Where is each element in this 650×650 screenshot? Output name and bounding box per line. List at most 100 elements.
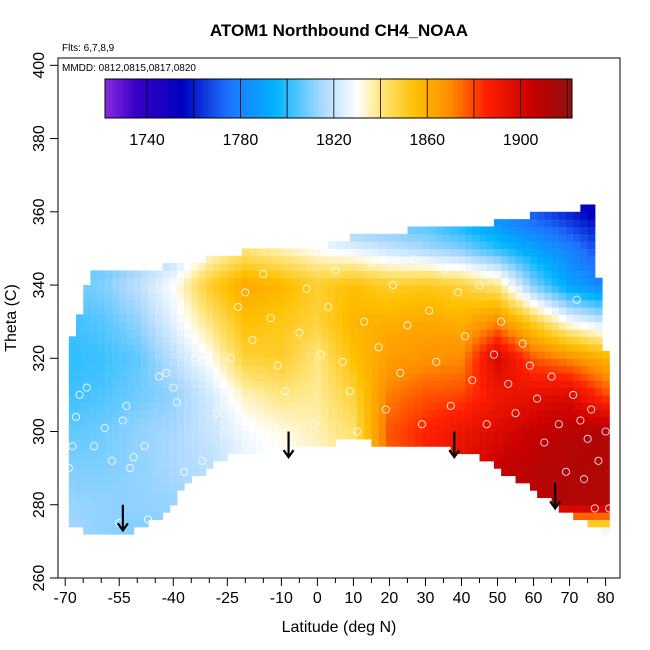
field-cell xyxy=(443,365,452,374)
field-cell xyxy=(263,387,272,396)
field-cell xyxy=(522,431,531,440)
field-cell xyxy=(364,314,373,323)
colorbar-segment xyxy=(555,79,559,118)
field-cell xyxy=(284,409,293,418)
field-cell xyxy=(493,241,502,250)
colorbar-segment xyxy=(254,79,258,118)
field-cell xyxy=(486,285,495,293)
field-cell xyxy=(313,416,322,425)
field-cell xyxy=(227,270,236,279)
field-cell xyxy=(529,314,538,323)
dates-annotation: MMDD: 0812,0815,0817,0820 xyxy=(62,63,196,74)
field-cell xyxy=(248,336,257,345)
colorbar-segment xyxy=(529,79,533,118)
field-cell xyxy=(335,270,344,279)
x-tick-label: 80 xyxy=(597,590,615,607)
field-cell xyxy=(313,372,322,381)
field-cell xyxy=(320,387,329,396)
field-cell xyxy=(292,248,300,257)
field-cell xyxy=(349,365,358,374)
field-cell xyxy=(371,431,380,440)
field-cell xyxy=(457,424,466,433)
sample-point xyxy=(396,368,405,377)
field-cell xyxy=(587,482,596,491)
field-cell xyxy=(465,270,473,279)
field-cell xyxy=(565,263,574,271)
field-cell xyxy=(594,365,603,374)
field-cell xyxy=(357,409,365,418)
field-cell xyxy=(479,285,488,293)
field-cell xyxy=(133,350,142,359)
field-cell xyxy=(248,358,257,367)
field-cell xyxy=(443,299,452,308)
field-cell xyxy=(594,380,603,389)
field-cell xyxy=(299,314,308,323)
x-tick-label: -55 xyxy=(108,590,131,607)
field-cell xyxy=(508,372,517,381)
field-cell xyxy=(220,285,228,293)
sample-point xyxy=(569,390,578,399)
field-cell xyxy=(176,307,185,315)
field-cell xyxy=(112,394,120,403)
field-cell xyxy=(544,394,553,403)
field-cell xyxy=(313,438,322,447)
field-cell xyxy=(400,424,409,433)
field-cell xyxy=(537,241,545,250)
field-cell xyxy=(184,321,192,330)
colorbar-segment xyxy=(508,79,512,118)
field-cell xyxy=(357,299,365,308)
field-cell xyxy=(133,424,142,433)
field-cell xyxy=(155,336,164,345)
field-cell xyxy=(436,321,445,330)
field-cell xyxy=(148,490,156,499)
field-cell xyxy=(393,299,401,308)
field-cell xyxy=(227,255,236,264)
sample-point xyxy=(360,317,369,326)
sample-point xyxy=(601,427,610,436)
field-cell xyxy=(565,358,574,367)
field-cell xyxy=(284,343,293,352)
field-cell xyxy=(335,380,344,389)
field-cell xyxy=(551,343,560,352)
field-cell xyxy=(277,438,286,447)
field-cell xyxy=(522,270,531,279)
field-cell xyxy=(270,438,279,447)
field-cell xyxy=(537,233,545,242)
field-cell xyxy=(169,409,178,418)
field-cell xyxy=(119,475,128,484)
colorbar-segment xyxy=(357,79,361,118)
field-cell xyxy=(299,299,308,308)
field-cell xyxy=(241,255,250,264)
field-cell xyxy=(357,307,365,315)
field-cell xyxy=(385,314,394,323)
x-tick-label: -10 xyxy=(270,590,293,607)
field-cell xyxy=(429,402,437,411)
field-cell xyxy=(465,321,473,330)
field-cell xyxy=(198,387,207,396)
field-cell xyxy=(429,409,437,418)
field-cell xyxy=(270,431,279,440)
field-cell xyxy=(551,263,560,271)
field-cell xyxy=(328,424,336,433)
field-cell xyxy=(573,372,581,381)
field-cell xyxy=(457,226,466,235)
field-cell xyxy=(371,372,380,381)
field-cell xyxy=(162,277,171,286)
field-cell xyxy=(169,299,178,308)
field-cell xyxy=(414,358,423,367)
field-cell xyxy=(277,424,286,433)
field-cell xyxy=(551,394,560,403)
field-cell xyxy=(587,263,596,271)
field-cell xyxy=(385,299,394,308)
field-cell xyxy=(400,350,409,359)
field-cell xyxy=(544,358,553,367)
field-cell xyxy=(277,409,286,418)
field-cell xyxy=(90,519,99,528)
field-cell xyxy=(104,497,113,506)
field-cell xyxy=(335,292,344,301)
field-cell xyxy=(465,255,473,264)
field-cell xyxy=(119,409,128,418)
field-cell xyxy=(191,438,200,447)
field-cell xyxy=(400,307,409,315)
colorbar-segment xyxy=(492,79,496,118)
